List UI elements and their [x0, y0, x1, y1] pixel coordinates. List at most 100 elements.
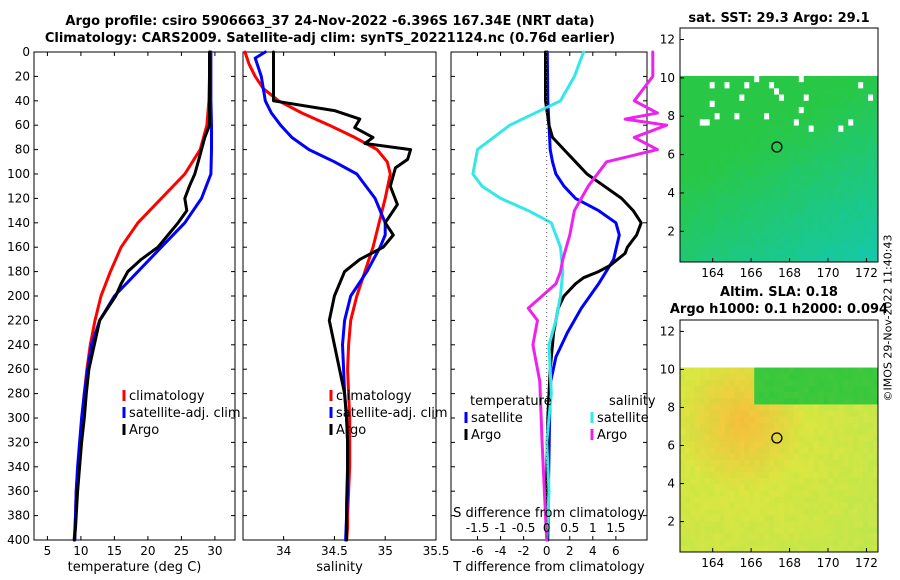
- map-cell: [793, 75, 800, 83]
- map-cell: [724, 162, 730, 170]
- map-cell: [779, 106, 785, 114]
- map-cell: [694, 465, 701, 473]
- map-cell: [714, 398, 720, 405]
- map-cell: [838, 88, 844, 95]
- map-cell: [759, 453, 765, 461]
- map-cell: [818, 106, 824, 114]
- map-cell: [744, 379, 750, 387]
- map-cell: [744, 385, 750, 393]
- map-cell: [764, 243, 770, 250]
- map-cell: [828, 502, 834, 510]
- map-cell: [764, 230, 770, 238]
- map-cell: [843, 94, 849, 102]
- map-cell: [803, 521, 810, 528]
- map-cell: [848, 521, 854, 528]
- map-cell: [739, 181, 745, 188]
- map-cell: [764, 106, 770, 114]
- map-cell: [684, 206, 691, 213]
- map-cell: [788, 199, 795, 207]
- map-cell: [754, 435, 760, 442]
- map-cell: [838, 533, 844, 541]
- map-cell: [684, 255, 691, 263]
- map-cell: [823, 545, 829, 553]
- map-cell: [818, 545, 824, 553]
- map-cell: [774, 447, 780, 455]
- map-cell: [779, 447, 785, 455]
- map-cell: [798, 453, 805, 461]
- map-cell: [823, 404, 829, 411]
- map-cell: [813, 410, 819, 418]
- map-cell: [749, 125, 755, 133]
- map-cell: [788, 484, 795, 491]
- map-cell: [848, 206, 854, 213]
- map-cell: [848, 459, 854, 467]
- map-cell: [823, 193, 829, 201]
- map-cell: [774, 137, 780, 145]
- map-cell: [749, 131, 755, 139]
- map-cell: [873, 243, 879, 250]
- map-cell: [749, 237, 755, 244]
- map-cell: [863, 193, 869, 201]
- map-cell: [759, 404, 765, 411]
- map-cell: [719, 243, 725, 250]
- map-cell: [813, 106, 819, 114]
- map-cell: [833, 379, 839, 387]
- map-cell: [783, 150, 790, 157]
- map-cell: [704, 82, 711, 89]
- map-cell: [769, 429, 775, 436]
- map-cell: [853, 113, 859, 120]
- map-cell: [873, 502, 879, 510]
- map-cell: [833, 255, 839, 263]
- map-cell: [694, 496, 701, 504]
- map-cell: [684, 88, 691, 95]
- map-cell: [793, 230, 800, 238]
- map-cell: [779, 367, 785, 375]
- map-cell: [714, 94, 720, 102]
- map-cell: [689, 392, 696, 399]
- map-cell: [759, 484, 765, 491]
- map-cell: [858, 82, 864, 89]
- map-cell: [734, 218, 740, 226]
- map-cell: [714, 508, 720, 516]
- map-cell: [853, 181, 859, 188]
- map-cell: [818, 416, 824, 424]
- map-cell: [754, 441, 760, 448]
- map-cell: [704, 168, 711, 176]
- map-cell: [828, 224, 834, 232]
- map-cell: [689, 453, 696, 461]
- map-cell: [694, 441, 701, 448]
- map-cell: [818, 429, 824, 436]
- map-cell: [709, 181, 716, 188]
- map-cell: [848, 453, 854, 461]
- map-cell: [699, 75, 706, 83]
- map-cell: [739, 168, 745, 176]
- map-cell: [709, 502, 716, 510]
- map-cell: [803, 150, 810, 157]
- secondary-axis-label: S difference from climatology: [453, 506, 645, 521]
- map-cell: [803, 224, 810, 232]
- map-cell: [724, 106, 730, 114]
- map-cell: [684, 453, 691, 461]
- map-cell: [853, 404, 859, 411]
- map-cell: [694, 521, 701, 528]
- map-cell: [699, 218, 706, 226]
- map-cell: [843, 521, 849, 528]
- map-cell: [843, 484, 849, 491]
- map-cell: [719, 230, 725, 238]
- map-cell: [680, 379, 686, 387]
- map-cell: [848, 243, 854, 250]
- map-cell: [868, 156, 874, 164]
- map-cell: [818, 539, 824, 547]
- map-cell: [833, 453, 839, 461]
- map-cell: [759, 144, 765, 151]
- map-cell: [724, 398, 730, 405]
- map-cell: [724, 249, 730, 257]
- map-cell: [858, 131, 864, 139]
- map-cell: [694, 193, 701, 201]
- map-cell: [739, 230, 745, 238]
- map-cell: [769, 224, 775, 232]
- map-cell: [680, 459, 686, 467]
- map-cell: [813, 212, 819, 219]
- map-cell: [759, 175, 765, 182]
- map-cell: [808, 125, 815, 133]
